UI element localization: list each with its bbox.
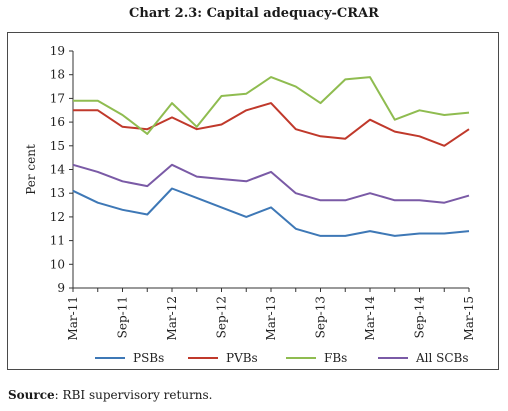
- x-tick-label: Mar-13: [264, 296, 278, 341]
- y-tick-label: 11: [50, 234, 65, 248]
- chart-title: Chart 2.3: Capital adequacy-CRAR: [129, 6, 379, 21]
- y-tick-label: 10: [50, 257, 65, 271]
- source-label: Source: [8, 388, 55, 402]
- x-tick-label: Mar-15: [462, 296, 476, 341]
- legend-label: PVBs: [226, 351, 258, 365]
- x-tick-label: Sep-11: [116, 296, 130, 338]
- y-tick-label: 12: [50, 210, 65, 224]
- series-line-pvbs: [73, 102, 470, 147]
- y-tick-label: 9: [57, 281, 65, 295]
- y-tick-label: 15: [50, 139, 65, 153]
- y-tick-label: 18: [50, 68, 65, 82]
- axes: 9 10 11 12 13 14 15 16 17 18 19 Per cent Mar-11 Sep-1…: [24, 44, 476, 341]
- x-tick-label: Sep-14: [413, 296, 427, 339]
- x-tick-label: Mar-12: [165, 296, 179, 341]
- legend-label: All SCBs: [415, 351, 469, 365]
- source-text: : RBI supervisory returns.: [54, 388, 213, 402]
- series-line-fbs: [73, 76, 470, 135]
- source-note: Source: RBI supervisory returns.: [8, 388, 213, 402]
- x-tick-label: Sep-12: [215, 296, 229, 338]
- x-tick-label: Mar-11: [66, 296, 80, 341]
- series-layer: [72, 76, 470, 237]
- y-tick-label: 14: [50, 163, 66, 177]
- y-axis-title: Per cent: [24, 144, 38, 195]
- chart-frame: [7, 32, 499, 370]
- y-tick-label: 19: [50, 44, 65, 58]
- y-tick-label: 17: [50, 91, 65, 105]
- legend-label: PSBs: [133, 351, 164, 365]
- series-line-psbs: [72, 187, 470, 237]
- x-tick-label: Sep-13: [314, 296, 328, 338]
- x-tick-label: Mar-14: [363, 296, 377, 341]
- series-line-all-scbs: [72, 163, 470, 204]
- legend: PSBs PVBs FBs All SCBs: [95, 351, 469, 365]
- legend-label: FBs: [324, 351, 347, 365]
- y-tick-label: 13: [50, 186, 65, 200]
- y-tick-label: 16: [50, 115, 65, 129]
